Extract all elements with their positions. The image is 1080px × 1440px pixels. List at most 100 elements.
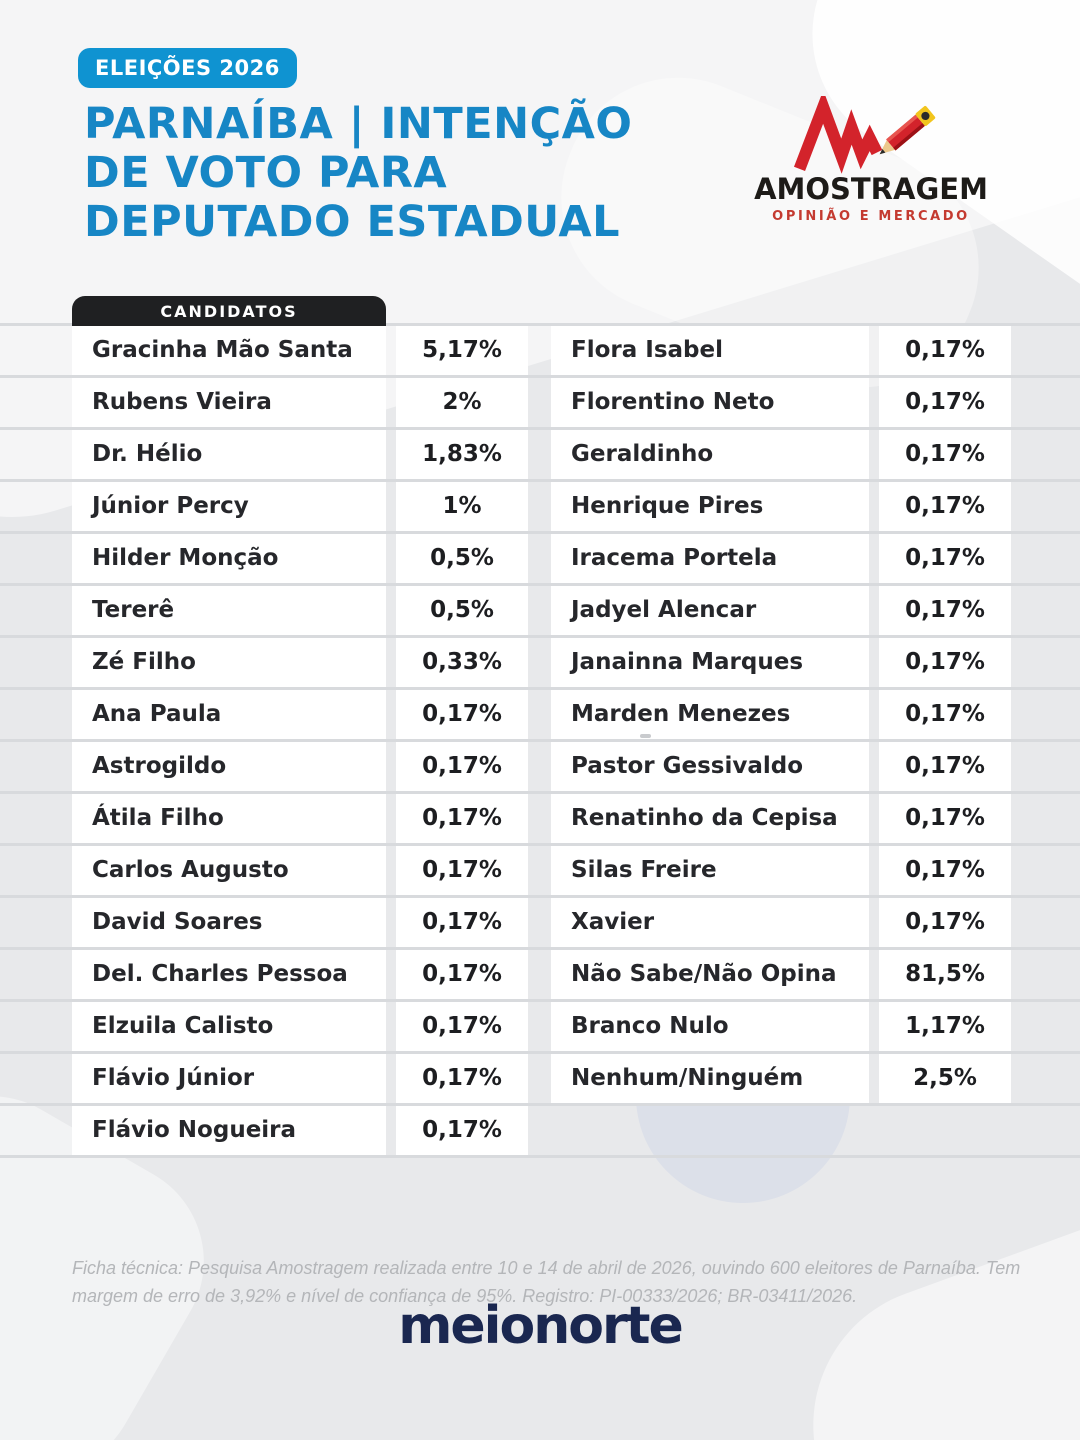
column-divider <box>386 378 396 427</box>
candidate-percentage: 0,17% <box>396 742 528 791</box>
page-title: PARNAÍBA | INTENÇÃO DE VOTO PARA DEPUTAD… <box>84 100 633 247</box>
candidate-percentage: 0,17% <box>396 846 528 895</box>
row-separator <box>0 1051 1080 1054</box>
candidate-percentage: 81,5% <box>879 950 1011 999</box>
title-line: PARNAÍBA | INTENÇÃO <box>84 99 633 149</box>
table-row: Nenhum/Ninguém 2,5% <box>551 1054 1011 1106</box>
amostragem-logo-text: AMOSTRAGEM <box>754 172 988 206</box>
candidate-percentage: 5,17% <box>396 326 528 375</box>
column-divider <box>386 742 396 791</box>
candidate-percentage: 0,17% <box>396 1054 528 1103</box>
candidate-percentage: 0,17% <box>396 794 528 843</box>
table-row: Gracinha Mão Santa 5,17% <box>72 326 528 378</box>
title-line: DEPUTADO ESTADUAL <box>84 197 621 247</box>
table-row: Iracema Portela 0,17% <box>551 534 1011 586</box>
column-divider <box>869 586 879 635</box>
table-row: Rubens Vieira 2% <box>72 378 528 430</box>
candidate-percentage: 0,17% <box>879 326 1011 375</box>
column-divider <box>386 326 396 375</box>
candidate-name: Carlos Augusto <box>72 846 386 895</box>
table-row: Henrique Pires 0,17% <box>551 482 1011 534</box>
row-separator <box>0 635 1080 638</box>
row-separator <box>0 999 1080 1002</box>
candidate-percentage: 1,83% <box>396 430 528 479</box>
candidate-name: David Soares <box>72 898 386 947</box>
candidate-name: Flora Isabel <box>551 326 869 375</box>
column-divider <box>386 482 396 531</box>
candidate-name: Xavier <box>551 898 869 947</box>
table-row: Florentino Neto 0,17% <box>551 378 1011 430</box>
table-row: Átila Filho 0,17% <box>72 794 528 846</box>
column-divider <box>869 1054 879 1103</box>
title-line: DE VOTO PARA <box>84 148 448 198</box>
table-row: Hilder Monção 0,5% <box>72 534 528 586</box>
column-divider <box>386 898 396 947</box>
column-divider <box>869 950 879 999</box>
candidate-name: Geraldinho <box>551 430 869 479</box>
table-row: Astrogildo 0,17% <box>72 742 528 794</box>
candidate-percentage: 0,17% <box>879 586 1011 635</box>
column-divider <box>869 638 879 687</box>
table-row: Zé Filho 0,33% <box>72 638 528 690</box>
column-divider <box>386 794 396 843</box>
column-divider <box>386 1054 396 1103</box>
candidate-name: Dr. Hélio <box>72 430 386 479</box>
table-row: Flávio Nogueira 0,17% <box>72 1106 528 1158</box>
ficha-line: Ficha técnica: Pesquisa Amostragem reali… <box>72 1258 1021 1278</box>
pencil-waveform-icon <box>793 96 935 174</box>
column-divider <box>386 846 396 895</box>
table-row: Elzuila Calisto 0,17% <box>72 1002 528 1054</box>
table-row: Jadyel Alencar 0,17% <box>551 586 1011 638</box>
row-separator <box>0 1155 1080 1158</box>
row-separator <box>0 1103 1080 1106</box>
column-divider <box>386 638 396 687</box>
row-separator <box>0 323 1080 326</box>
table-row: Del. Charles Pessoa 0,17% <box>72 950 528 1002</box>
candidate-percentage: 0,17% <box>396 898 528 947</box>
candidate-name: Não Sabe/Não Opina <box>551 950 869 999</box>
candidate-name: Júnior Percy <box>72 482 386 531</box>
candidate-name: Flávio Júnior <box>72 1054 386 1103</box>
column-divider <box>869 326 879 375</box>
candidate-percentage: 0,17% <box>396 690 528 739</box>
meionorte-logo: meionorte <box>398 1296 684 1356</box>
candidate-percentage: 2% <box>396 378 528 427</box>
candidatos-header: CANDIDATOS <box>72 296 386 326</box>
table-row: Flávio Júnior 0,17% <box>72 1054 528 1106</box>
row-separator <box>0 687 1080 690</box>
column-divider <box>869 742 879 791</box>
row-separator <box>0 947 1080 950</box>
column-divider <box>869 430 879 479</box>
table-row: Xavier 0,17% <box>551 898 1011 950</box>
candidate-name: Flávio Nogueira <box>72 1106 386 1155</box>
ficha-line: margem de erro de 3,92% e nível de confi… <box>72 1286 858 1306</box>
candidate-percentage: 0,17% <box>879 690 1011 739</box>
amostragem-logo: AMOSTRAGEM OPINIÃO E MERCADO <box>748 96 994 224</box>
candidate-name: Pastor Gessivaldo <box>551 742 869 791</box>
candidate-name: Rubens Vieira <box>72 378 386 427</box>
column-divider <box>386 534 396 583</box>
candidate-percentage: 0,17% <box>879 430 1011 479</box>
candidate-name: Iracema Portela <box>551 534 869 583</box>
candidate-name: Silas Freire <box>551 846 869 895</box>
row-separator <box>0 427 1080 430</box>
table-row: Marden Menezes 0,17% <box>551 690 1011 742</box>
candidate-percentage: 0,17% <box>396 1106 528 1155</box>
column-divider <box>869 690 879 739</box>
table-row: Dr. Hélio 1,83% <box>72 430 528 482</box>
candidate-name: Florentino Neto <box>551 378 869 427</box>
column-divider <box>869 898 879 947</box>
table-row: Júnior Percy 1% <box>72 482 528 534</box>
candidate-percentage: 2,5% <box>879 1054 1011 1103</box>
candidate-percentage: 0,17% <box>879 482 1011 531</box>
column-divider <box>386 690 396 739</box>
candidate-name: Del. Charles Pessoa <box>72 950 386 999</box>
candidate-name: Branco Nulo <box>551 1002 869 1051</box>
row-separator <box>0 479 1080 482</box>
candidate-name: Astrogildo <box>72 742 386 791</box>
candidate-name: Hilder Monção <box>72 534 386 583</box>
candidate-percentage: 1% <box>396 482 528 531</box>
candidate-percentage: 0,17% <box>879 846 1011 895</box>
row-separator <box>0 583 1080 586</box>
table-row: Ana Paula 0,17% <box>72 690 528 742</box>
